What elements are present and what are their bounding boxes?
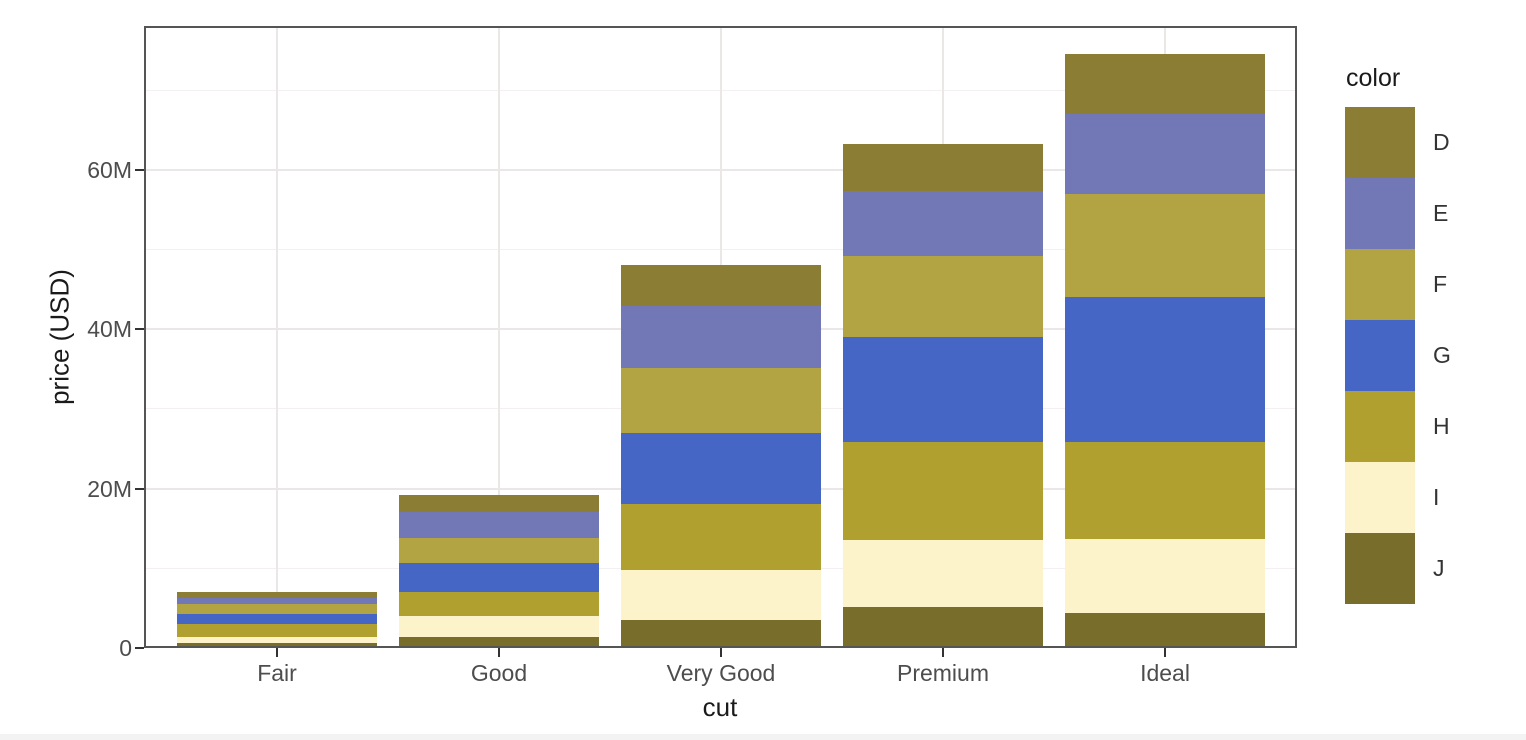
- bar-segment-H: [399, 591, 599, 616]
- bar-segment-E: [177, 597, 377, 605]
- bar-segment-I: [621, 569, 821, 621]
- bar-segment-E: [621, 306, 821, 368]
- bar-segment-G: [177, 613, 377, 625]
- legend-keys: D E F G H I J: [1345, 107, 1495, 604]
- legend-label-D: D: [1433, 129, 1450, 155]
- legend-key-J: [1345, 533, 1415, 604]
- bar-segment-G: [621, 433, 821, 505]
- x-tick-label: Very Good: [666, 660, 776, 686]
- bar-segment-F: [399, 537, 599, 564]
- y-tick-mark: [135, 487, 144, 490]
- legend-label-J: J: [1433, 555, 1445, 581]
- y-tick-mark: [135, 647, 144, 649]
- x-tick-mark: [942, 648, 944, 657]
- x-tick-label: Premium: [896, 660, 989, 686]
- legend-label-F: F: [1433, 271, 1448, 297]
- bar-segment-H: [1065, 442, 1265, 539]
- bar-segment-F: [843, 256, 1043, 337]
- legend-label-I: I: [1433, 484, 1440, 510]
- legend-key-I: [1345, 462, 1415, 533]
- legend-key-H: [1345, 391, 1415, 462]
- bar-segment-E: [399, 512, 599, 538]
- gridline-vertical: [276, 26, 278, 648]
- bar-very-good: [621, 26, 821, 648]
- x-tick-mark: [1164, 648, 1166, 657]
- bar-segment-H: [177, 624, 377, 637]
- x-tick-label: Fair: [257, 660, 297, 686]
- bar-premium: [843, 26, 1043, 648]
- legend-key-G: [1345, 320, 1415, 391]
- bar-segment-F: [177, 604, 377, 614]
- y-tick-label: 20M: [87, 475, 132, 502]
- bar-segment-J: [1065, 612, 1265, 648]
- bar-segment-F: [621, 367, 821, 434]
- bar-segment-I: [177, 636, 377, 644]
- y-tick-label: 40M: [87, 316, 132, 343]
- bar-segment-J: [399, 636, 599, 648]
- y-axis-title: price (USD): [44, 269, 75, 405]
- legend-label-H: H: [1433, 413, 1450, 439]
- bar-segment-D: [843, 144, 1043, 191]
- legend-key-F: [1345, 249, 1415, 320]
- legend-key-E: [1345, 178, 1415, 249]
- bar-segment-F: [1065, 194, 1265, 298]
- bar-good: [399, 26, 599, 648]
- legend-title: color: [1346, 64, 1401, 92]
- x-tick-mark: [276, 648, 278, 657]
- y-tick-label: 60M: [87, 156, 132, 183]
- bar-segment-D: [399, 494, 599, 513]
- bar-segment-G: [843, 336, 1043, 442]
- gridline-vertical: [498, 26, 500, 648]
- plot-panel: [144, 26, 1297, 648]
- bar-segment-D: [621, 264, 821, 307]
- x-tick-label: Good: [470, 660, 528, 686]
- y-tick-mark: [135, 328, 144, 331]
- bar-segment-J: [177, 643, 377, 648]
- bar-fair: [177, 26, 377, 648]
- bar-segment-J: [843, 607, 1043, 648]
- bar-segment-G: [399, 563, 599, 592]
- bar-segment-I: [399, 615, 599, 637]
- x-tick-mark: [720, 648, 722, 657]
- legend-key-D: [1345, 107, 1415, 178]
- bar-segment-D: [177, 592, 377, 598]
- bar-segment-D: [1065, 54, 1265, 114]
- legend-label-G: G: [1433, 342, 1451, 368]
- y-tick-mark: [135, 168, 144, 171]
- bar-ideal: [1065, 26, 1265, 648]
- bottom-strip: [0, 734, 1526, 740]
- bar-segment-J: [621, 620, 821, 648]
- y-tick-label: 0: [119, 635, 132, 661]
- bar-segment-H: [621, 504, 821, 570]
- bar-segment-E: [1065, 113, 1265, 195]
- bar-segment-I: [843, 539, 1043, 608]
- x-axis-title: cut: [702, 692, 738, 722]
- x-tick-label: Ideal: [1140, 660, 1190, 686]
- legend: color D E F G H I J: [1345, 64, 1495, 604]
- x-tick-mark: [498, 648, 500, 657]
- bar-segment-G: [1065, 297, 1265, 443]
- legend-label-E: E: [1433, 200, 1449, 226]
- bar-segment-E: [843, 190, 1043, 257]
- bar-segment-I: [1065, 538, 1265, 613]
- bar-segment-H: [843, 441, 1043, 540]
